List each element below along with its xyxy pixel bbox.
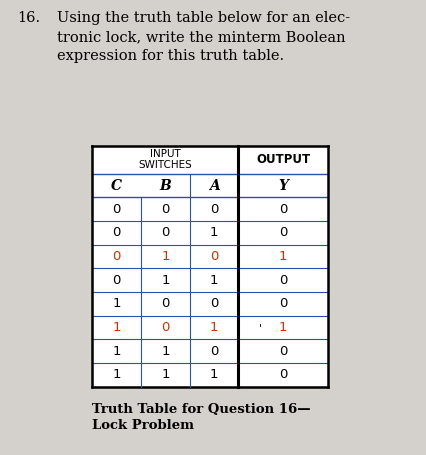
Text: 0: 0 xyxy=(161,203,169,216)
Text: 0: 0 xyxy=(209,345,218,358)
Text: 1: 1 xyxy=(112,369,121,381)
Bar xyxy=(92,146,327,387)
Text: 1: 1 xyxy=(161,250,169,263)
Text: 0: 0 xyxy=(209,250,218,263)
Text: Truth Table for Question 16—
Lock Problem: Truth Table for Question 16— Lock Proble… xyxy=(92,403,310,432)
Text: 1: 1 xyxy=(278,321,287,334)
Text: 0: 0 xyxy=(209,203,218,216)
Text: 0: 0 xyxy=(209,298,218,310)
Text: B: B xyxy=(159,179,171,192)
Text: 1: 1 xyxy=(161,274,169,287)
Text: 0: 0 xyxy=(161,298,169,310)
Text: 1: 1 xyxy=(209,227,218,239)
Text: 0: 0 xyxy=(112,274,121,287)
Text: 0: 0 xyxy=(112,227,121,239)
Text: 0: 0 xyxy=(161,227,169,239)
Text: 0: 0 xyxy=(161,321,169,334)
Text: C: C xyxy=(111,179,122,192)
Text: Y: Y xyxy=(277,179,287,192)
Text: OUTPUT: OUTPUT xyxy=(255,153,309,166)
Text: 1: 1 xyxy=(161,345,169,358)
Text: A: A xyxy=(208,179,219,192)
Text: 0: 0 xyxy=(278,298,287,310)
Text: 16.: 16. xyxy=(17,11,40,25)
Text: 0: 0 xyxy=(278,227,287,239)
Text: Using the truth table below for an elec-
tronic lock, write the minterm Boolean
: Using the truth table below for an elec-… xyxy=(57,11,349,63)
Text: 0: 0 xyxy=(278,274,287,287)
Text: 1: 1 xyxy=(209,321,218,334)
Text: 0: 0 xyxy=(112,203,121,216)
Text: INPUT
SWITCHES: INPUT SWITCHES xyxy=(138,149,192,170)
Text: 0: 0 xyxy=(278,369,287,381)
Text: 1: 1 xyxy=(209,274,218,287)
Text: 0: 0 xyxy=(278,345,287,358)
Text: ': ' xyxy=(259,323,262,333)
Text: 1: 1 xyxy=(209,369,218,381)
Text: 0: 0 xyxy=(112,250,121,263)
Text: 1: 1 xyxy=(112,345,121,358)
Text: 1: 1 xyxy=(278,250,287,263)
Text: 1: 1 xyxy=(161,369,169,381)
Text: 1: 1 xyxy=(112,321,121,334)
Text: 0: 0 xyxy=(278,203,287,216)
Text: 1: 1 xyxy=(112,298,121,310)
